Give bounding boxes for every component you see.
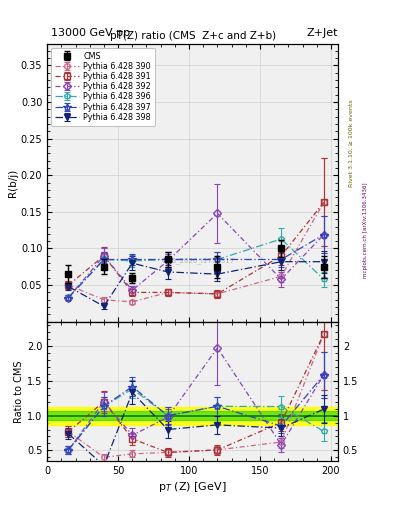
Y-axis label: R(b/j): R(b/j): [8, 168, 18, 197]
Legend: CMS, Pythia 6.428 390, Pythia 6.428 391, Pythia 6.428 392, Pythia 6.428 396, Pyt: CMS, Pythia 6.428 390, Pythia 6.428 391,…: [51, 48, 155, 126]
Text: Z+Jet: Z+Jet: [307, 28, 338, 38]
Text: mcplots.cern.ch [arXiv:1306.3436]: mcplots.cern.ch [arXiv:1306.3436]: [363, 183, 368, 278]
X-axis label: p$_{T}$ (Z) [GeV]: p$_{T}$ (Z) [GeV]: [158, 480, 227, 494]
Y-axis label: Ratio to CMS: Ratio to CMS: [14, 360, 24, 422]
Title: pT(Z) ratio (CMS  Z+c and Z+b): pT(Z) ratio (CMS Z+c and Z+b): [110, 31, 275, 41]
Text: CMS_2020_I1776317: CMS_2020_I1776317: [162, 257, 235, 264]
Bar: [47, 407, 338, 424]
Text: Rivet 3.1.10, ≥ 100k events: Rivet 3.1.10, ≥ 100k events: [349, 99, 354, 187]
Bar: [47, 411, 338, 420]
Text: 13000 GeV pp: 13000 GeV pp: [51, 28, 130, 38]
